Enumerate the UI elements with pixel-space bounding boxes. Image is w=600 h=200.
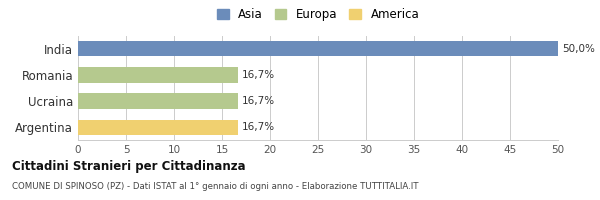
Text: 16,7%: 16,7% [242,96,275,106]
Bar [78,67,238,83]
Text: COMUNE DI SPINOSO (PZ) - Dati ISTAT al 1° gennaio di ogni anno - Elaborazione TU: COMUNE DI SPINOSO (PZ) - Dati ISTAT al 1… [12,182,419,191]
Text: 16,7%: 16,7% [242,70,275,80]
Bar [78,120,238,135]
Bar [78,41,558,56]
Text: 50,0%: 50,0% [562,44,595,54]
Legend: Asia, Europa, America: Asia, Europa, America [217,8,419,21]
Text: 16,7%: 16,7% [242,122,275,132]
Bar [78,93,238,109]
Text: Cittadini Stranieri per Cittadinanza: Cittadini Stranieri per Cittadinanza [12,160,245,173]
